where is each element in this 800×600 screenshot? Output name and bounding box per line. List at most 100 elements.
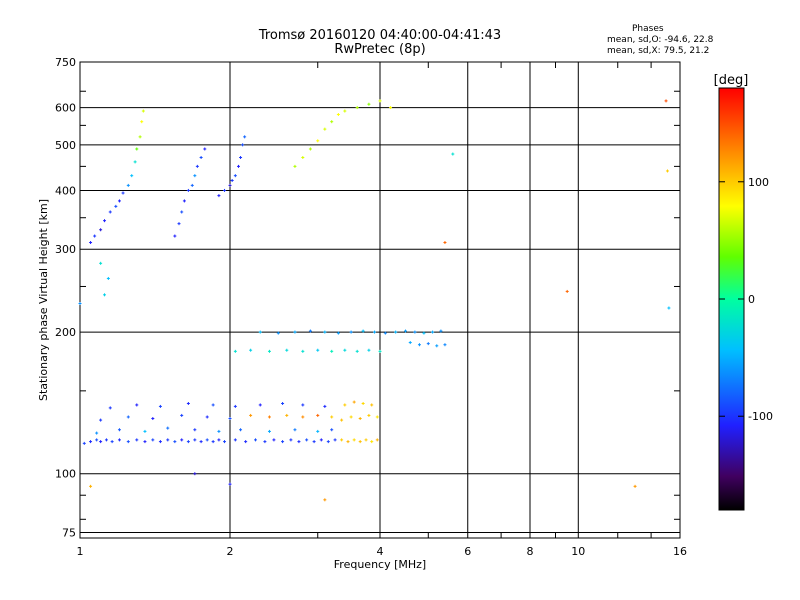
data-point: [82, 441, 86, 445]
data-point: [346, 440, 350, 444]
data-point: [203, 147, 207, 151]
data-point: [443, 241, 447, 245]
data-point: [316, 139, 320, 143]
data-point: [106, 276, 110, 280]
data-point: [326, 440, 330, 444]
data-point: [375, 415, 379, 419]
data-point: [285, 413, 289, 417]
data-point: [223, 440, 227, 444]
data-point: [633, 484, 637, 488]
data-point: [244, 440, 248, 444]
data-point: [249, 413, 253, 417]
data-point: [166, 426, 170, 430]
y-tick-label: 200: [55, 326, 76, 339]
data-point: [89, 440, 93, 444]
x-axis-label: Frequency [MHz]: [334, 558, 426, 571]
data-point: [173, 234, 177, 238]
data-point: [180, 413, 184, 417]
grid-lines: [80, 61, 680, 538]
data-point: [665, 169, 669, 173]
data-point: [239, 155, 243, 159]
data-point: [364, 438, 368, 442]
data-point: [233, 174, 237, 178]
data-point: [293, 164, 297, 168]
data-point: [151, 438, 155, 442]
data-point: [126, 183, 130, 187]
data-point: [99, 261, 103, 265]
x-tick-label: 8: [527, 545, 534, 558]
data-point: [408, 341, 412, 345]
data-point: [211, 403, 215, 407]
data-point: [193, 472, 197, 476]
data-point: [323, 330, 327, 334]
data-point: [108, 210, 112, 214]
data-point: [193, 438, 197, 442]
data-point: [367, 102, 371, 106]
data-point: [413, 330, 417, 334]
data-point: [173, 440, 177, 444]
data-point: [186, 188, 190, 192]
data-point: [177, 222, 181, 226]
data-point: [301, 415, 305, 419]
data-point: [389, 106, 393, 110]
data-point: [289, 438, 293, 442]
data-point: [426, 342, 430, 346]
data-point: [276, 331, 280, 335]
data-point: [323, 498, 327, 502]
data-point: [267, 415, 271, 419]
data-point: [316, 429, 320, 433]
data-point: [243, 135, 247, 139]
data-point: [241, 143, 245, 147]
stats-line-x: mean, sd,X: 79.5, 21.2: [607, 46, 709, 56]
data-point: [378, 99, 382, 103]
data-point: [205, 438, 209, 442]
y-tick-label: 300: [55, 243, 76, 256]
data-point: [89, 241, 93, 245]
y-tick-label: 75: [62, 526, 76, 539]
x-tick-label: 4: [377, 545, 384, 558]
x-tick-label: 16: [673, 545, 687, 558]
data-point: [340, 418, 344, 422]
x-tick-label: 10: [571, 545, 585, 558]
data-point: [143, 429, 147, 433]
data-point: [323, 127, 327, 131]
data-points: [78, 99, 671, 502]
data-point: [330, 120, 334, 124]
data-point: [117, 199, 121, 203]
data-point: [343, 348, 347, 352]
data-point: [367, 348, 371, 352]
data-point: [135, 403, 139, 407]
data-point: [117, 428, 121, 432]
data-point: [233, 349, 237, 353]
data-point: [343, 403, 347, 407]
data-point: [133, 160, 137, 164]
data-point: [258, 330, 262, 334]
data-point: [355, 106, 359, 110]
data-point: [361, 329, 365, 333]
data-point: [308, 329, 312, 333]
colorbar-tick-label: 100: [748, 176, 769, 189]
data-point: [349, 415, 353, 419]
data-point: [95, 431, 99, 435]
data-point: [285, 348, 289, 352]
data-point: [93, 234, 97, 238]
data-point: [293, 330, 297, 334]
data-point: [333, 438, 337, 442]
data-point: [99, 440, 103, 444]
data-point: [186, 401, 190, 405]
data-point: [193, 174, 197, 178]
data-point: [211, 440, 215, 444]
data-point: [126, 415, 130, 419]
colorbar-ticks: 100 0 -100: [719, 176, 773, 423]
data-point: [301, 349, 305, 353]
data-point: [370, 440, 374, 444]
data-point: [121, 191, 125, 195]
data-point: [394, 330, 398, 334]
data-point: [312, 440, 316, 444]
data-point: [217, 194, 221, 198]
data-point: [297, 440, 301, 444]
data-point: [138, 135, 142, 139]
data-point: [383, 331, 387, 335]
y-tick-label: 500: [55, 139, 76, 152]
